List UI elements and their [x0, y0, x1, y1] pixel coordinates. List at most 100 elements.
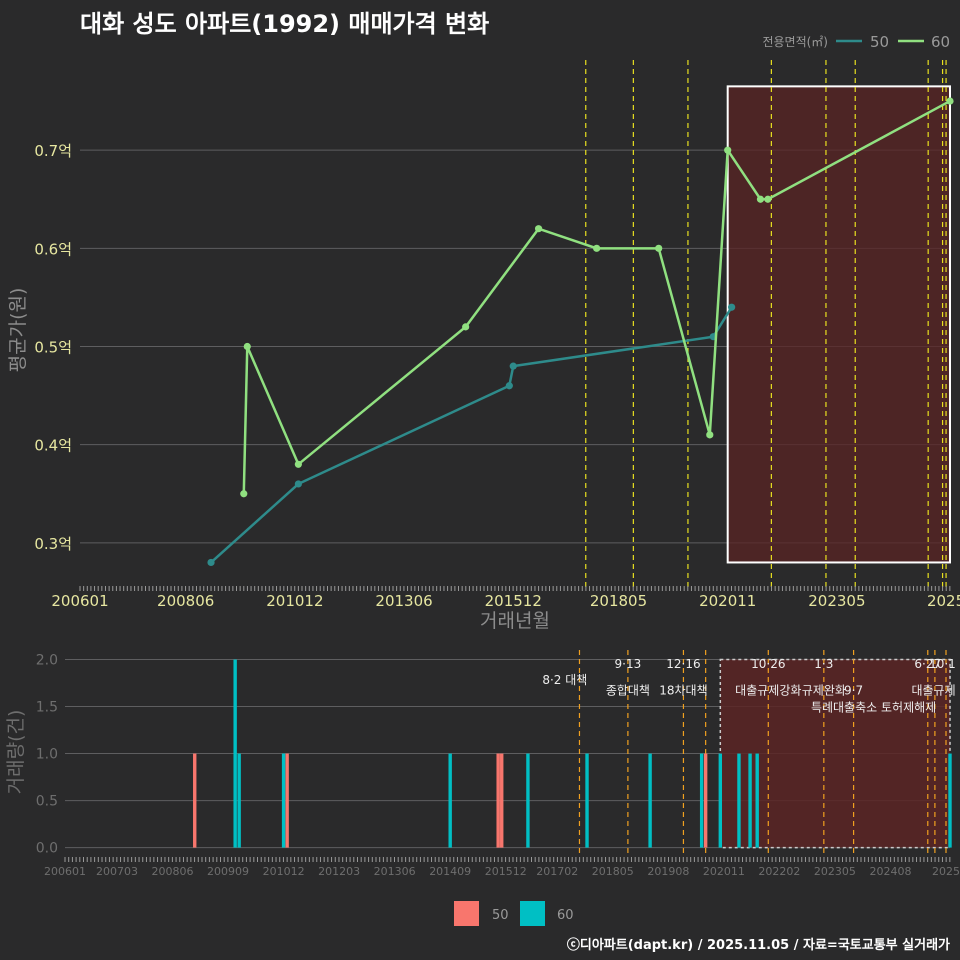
legend-swatch-60	[520, 901, 545, 926]
series-50-point	[294, 480, 302, 488]
bottom-y-axis-title: 거래량(건)	[5, 710, 27, 795]
legend-label-60: 60	[931, 33, 950, 51]
policy-annotation: 규제완화	[802, 684, 846, 698]
bottom-x-tick-label: 201306	[374, 865, 416, 878]
bottom-x-tick-label: 201409	[429, 865, 471, 878]
top-x-tick-label: 202011	[699, 592, 756, 610]
bar-60	[755, 753, 759, 848]
bar-50	[285, 753, 289, 848]
bar-60	[948, 753, 952, 848]
series-60-point	[294, 460, 302, 468]
bottom-x-tick-label: 201908	[647, 865, 689, 878]
policy-annotation: 12·16	[666, 657, 700, 671]
policy-annotation: 10·26	[751, 657, 785, 671]
bar-60	[718, 753, 723, 848]
top-y-axis-title: 평균가(원)	[7, 288, 29, 373]
policy-annotation: 6·27	[914, 657, 941, 671]
series-50-point	[207, 558, 215, 567]
bar-50	[496, 753, 500, 848]
bottom-y-tick-label: 1.5	[36, 700, 58, 716]
bar-60	[648, 753, 652, 848]
policy-annotation: 대출규제	[911, 684, 955, 698]
bar-60	[737, 753, 741, 848]
bottom-legend-label-60: 60	[557, 908, 574, 923]
top-y-tick-label: 0.5억	[34, 338, 72, 356]
top-x-tick-label: 201012	[266, 592, 323, 610]
bottom-legend-label-50: 50	[492, 908, 509, 923]
credit-text: ⓒ디아파트(dapt.kr) / 2025.11.05 / 자료=국토교통부 실…	[566, 938, 950, 953]
top-y-tick-label: 0.6억	[34, 240, 72, 258]
series-60-point	[534, 225, 543, 233]
bottom-x-tick-label: 201512	[485, 865, 527, 878]
chart-title: 대화 성도 아파트(1992) 매매가격 변화	[80, 10, 490, 38]
bar-60	[233, 659, 237, 848]
bottom-y-tick-label: 1.0	[36, 747, 58, 763]
top-y-tick-label: 0.7억	[34, 142, 72, 160]
series-60-point	[724, 146, 732, 154]
series-60-point	[655, 244, 663, 252]
series-60-point	[756, 195, 765, 203]
series-50-point	[728, 303, 736, 311]
policy-annotation: 8·2 대책	[542, 672, 587, 687]
bar-60	[237, 753, 241, 848]
bottom-x-tick-label: 201702	[536, 865, 578, 878]
series-50-point	[505, 382, 513, 390]
policy-annotation: 1·3	[814, 657, 833, 671]
bottom-x-tick-label: 200806	[152, 865, 194, 878]
bottom-x-tick-label: 201012	[263, 865, 305, 878]
bottom-y-tick-label: 2.0	[36, 653, 58, 669]
bottom-x-tick-label: 200909	[207, 865, 249, 878]
bottom-y-tick-label: 0.0	[36, 841, 58, 857]
policy-annotation: 9·13	[615, 657, 642, 671]
top-x-tick-label: 201512	[485, 592, 542, 610]
bottom-x-tick-label: 202305	[814, 865, 856, 878]
bar-60	[699, 753, 704, 848]
policy-annotation: 특례대출축소 토허제해제	[811, 700, 936, 714]
bar-60	[448, 753, 452, 848]
legend-swatch-50	[454, 901, 479, 926]
top-x-tick-label: 201306	[375, 592, 432, 610]
bar-60	[585, 753, 589, 848]
policy-annotation: 대출규제강화	[735, 684, 801, 698]
top-x-tick-label: 200806	[157, 592, 214, 610]
bottom-x-tick-label: 2025	[932, 865, 960, 878]
top-y-tick-label: 0.4억	[34, 437, 72, 455]
bottom-y-tick-label: 0.5	[36, 794, 58, 810]
bar-60	[526, 753, 530, 848]
series-60-point	[593, 244, 601, 252]
legend-label-50: 50	[870, 33, 889, 51]
bottom-x-tick-label: 202408	[869, 865, 911, 878]
policy-annotation: 9·7	[844, 684, 863, 698]
top-x-tick-label: 200601	[51, 592, 108, 610]
policy-annotation: 18차대책	[659, 683, 707, 698]
top-y-tick-label: 0.3억	[34, 535, 72, 553]
legend-title: 전용면적(㎡)	[762, 35, 828, 49]
series-60-point	[764, 195, 772, 203]
bottom-x-tick-label: 200703	[96, 865, 138, 878]
policy-annotation: 종합대책	[606, 683, 650, 698]
bottom-x-tick-label: 201203	[318, 865, 360, 878]
bar-50	[193, 753, 197, 848]
bar-60	[748, 753, 752, 848]
bar-50	[500, 753, 504, 848]
top-highlight-box	[726, 85, 952, 564]
top-x-tick-label: 202305	[808, 592, 865, 610]
top-x-tick-label: 2025	[927, 592, 960, 610]
top-x-axis-title: 거래년월	[480, 610, 550, 632]
series-60-point	[706, 431, 714, 439]
bottom-x-tick-label: 202202	[758, 865, 800, 878]
policy-annotation: 10·1	[929, 657, 956, 671]
bar-60	[281, 753, 286, 848]
series-50-line	[210, 306, 733, 564]
bottom-x-tick-label: 200601	[44, 865, 86, 878]
series-60-point	[243, 342, 251, 351]
series-60-point	[946, 97, 954, 105]
bottom-x-tick-label: 202011	[703, 865, 745, 878]
bottom-x-tick-label: 201805	[592, 865, 634, 878]
series-50-point	[509, 362, 517, 370]
bar-50	[703, 753, 708, 848]
top-x-tick-label: 201805	[590, 592, 647, 610]
series-60-point	[462, 323, 470, 331]
